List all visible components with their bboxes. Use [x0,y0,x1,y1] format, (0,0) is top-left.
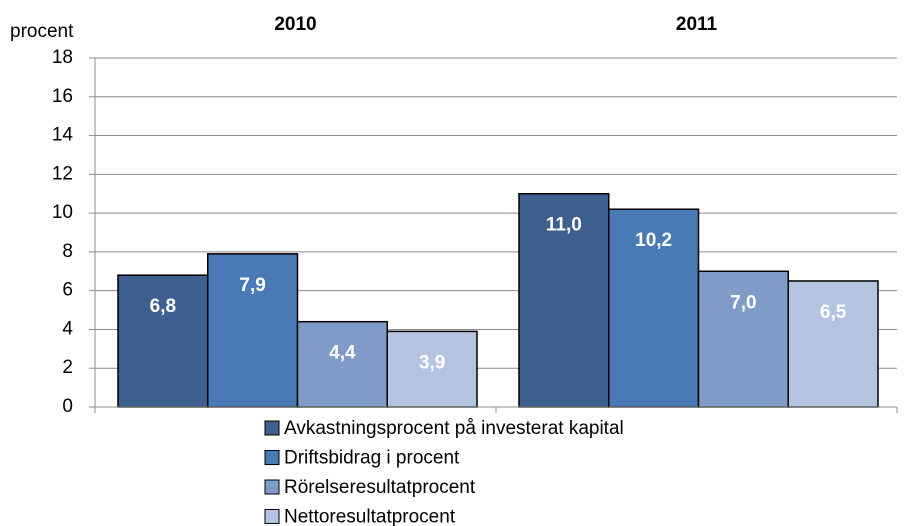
y-tick-label: 2 [62,357,73,378]
legend-swatch [264,479,280,495]
data-label: 11,0 [546,215,582,236]
data-label: 7,0 [730,292,756,313]
legend-label: Rörelseresultatprocent [284,477,476,498]
legend-label: Driftsbidrag i procent [284,448,460,469]
data-label: 6,8 [150,296,176,317]
category-label: 2010 [274,14,316,35]
data-label: 4,4 [329,343,356,364]
y-tick-label: 14 [52,125,74,146]
bar [787,280,879,408]
legend-swatch [264,509,280,524]
y-axis-label: procent [10,21,74,42]
y-tick-label: 8 [62,241,73,262]
data-label: 6,5 [820,302,847,323]
y-tick-label: 0 [62,396,73,417]
data-label: 10,2 [635,230,672,251]
y-tick-label: 6 [62,280,73,301]
bar [608,208,700,408]
data-label: 3,9 [419,352,445,373]
y-tick-label: 16 [52,86,73,107]
y-tick-label: 18 [52,47,73,68]
y-tick-label: 12 [52,163,73,184]
legend-label: Avkastningsprocent på investerat kapital [284,418,624,439]
bar [207,253,299,408]
category-label: 2011 [676,14,718,35]
bar [117,274,209,408]
bar [518,192,610,408]
y-tick-label: 10 [52,202,73,223]
legend-swatch [264,420,280,436]
data-label: 7,9 [239,275,265,296]
legend-label: Nettoresultatprocent [284,507,456,526]
bar [296,320,388,408]
bar [386,330,478,408]
legend-swatch [264,450,280,465]
y-tick-label: 4 [62,318,73,339]
